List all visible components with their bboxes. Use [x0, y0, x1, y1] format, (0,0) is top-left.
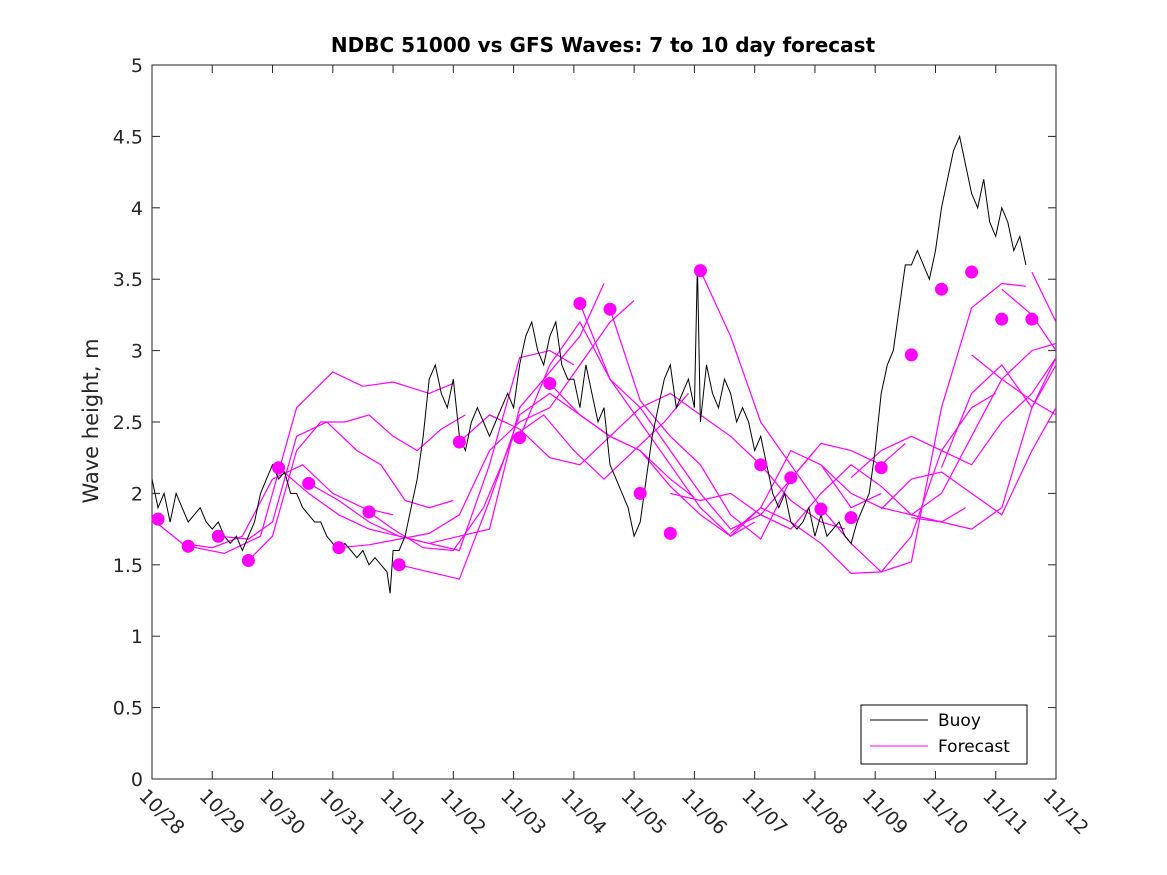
legend-buoy-label: Buoy — [938, 711, 981, 731]
forecast-line — [670, 464, 966, 530]
y-tick-label: 4.5 — [113, 126, 143, 148]
forecast-line — [398, 392, 695, 580]
forecast-marker — [1025, 312, 1039, 326]
y-tick-label: 2 — [131, 483, 143, 505]
forecast-marker — [513, 431, 527, 445]
y-tick-label: 3.5 — [113, 269, 143, 291]
forecast-marker — [302, 476, 316, 490]
forecast-marker — [633, 486, 647, 500]
forecast-line — [730, 282, 1026, 575]
y-tick-label: 3 — [131, 341, 143, 363]
legend-box — [860, 704, 1028, 765]
forecast-marker — [663, 526, 677, 540]
forecast-line — [519, 320, 816, 530]
forecast-line — [1031, 271, 1056, 323]
legend-forecast-label: Forecast — [938, 737, 1010, 757]
forecast-marker — [452, 435, 466, 449]
forecast-marker — [874, 461, 888, 475]
y-tick-label: 1.5 — [113, 555, 143, 577]
forecast-marker — [151, 512, 165, 526]
forecast-line — [218, 421, 454, 540]
forecast-line — [368, 393, 689, 552]
chart-title: NDBC 51000 vs GFS Waves: 7 to 10 day for… — [331, 33, 876, 57]
forecast-line — [247, 414, 466, 561]
forecast-line — [579, 303, 882, 538]
forecast-line — [308, 283, 605, 545]
forecast-marker — [332, 541, 346, 555]
forecast-marker — [784, 471, 798, 485]
forecast-marker — [844, 511, 858, 525]
y-tick-label: 1 — [131, 626, 143, 648]
forecast-marker — [603, 302, 617, 316]
forecast-marker — [965, 265, 979, 279]
y-axis-label: Wave height, m — [79, 338, 103, 503]
forecast-marker — [754, 458, 768, 472]
forecast-line — [850, 357, 1056, 479]
forecast-line — [880, 407, 1056, 516]
forecast-marker — [573, 296, 587, 310]
forecast-marker — [814, 502, 828, 516]
forecast-line — [338, 300, 635, 549]
forecast-line — [609, 309, 906, 541]
y-tick-label: 2.5 — [113, 412, 143, 434]
forecast-marker — [392, 558, 406, 572]
y-tick-label: 4 — [131, 198, 143, 220]
y-tick-label: 0.5 — [113, 698, 143, 720]
y-tick-label: 5 — [131, 55, 143, 77]
forecast-line — [940, 357, 1056, 468]
forecast-marker — [693, 264, 707, 278]
y-tick-label: 0 — [131, 769, 143, 791]
forecast-marker — [211, 529, 225, 543]
forecast-marker — [934, 282, 948, 296]
forecast-line — [188, 371, 454, 555]
forecast-line — [820, 342, 1056, 516]
forecast-line — [971, 354, 1056, 416]
forecast-marker — [995, 312, 1009, 326]
legend: Buoy Forecast — [860, 704, 1028, 765]
forecast-marker — [543, 376, 557, 390]
buoy-line — [152, 134, 1027, 594]
forecast-marker — [181, 539, 195, 553]
forecast-marker — [362, 505, 376, 519]
forecast-marker — [272, 461, 286, 475]
forecast-marker — [241, 554, 255, 568]
forecast-marker — [904, 348, 918, 362]
